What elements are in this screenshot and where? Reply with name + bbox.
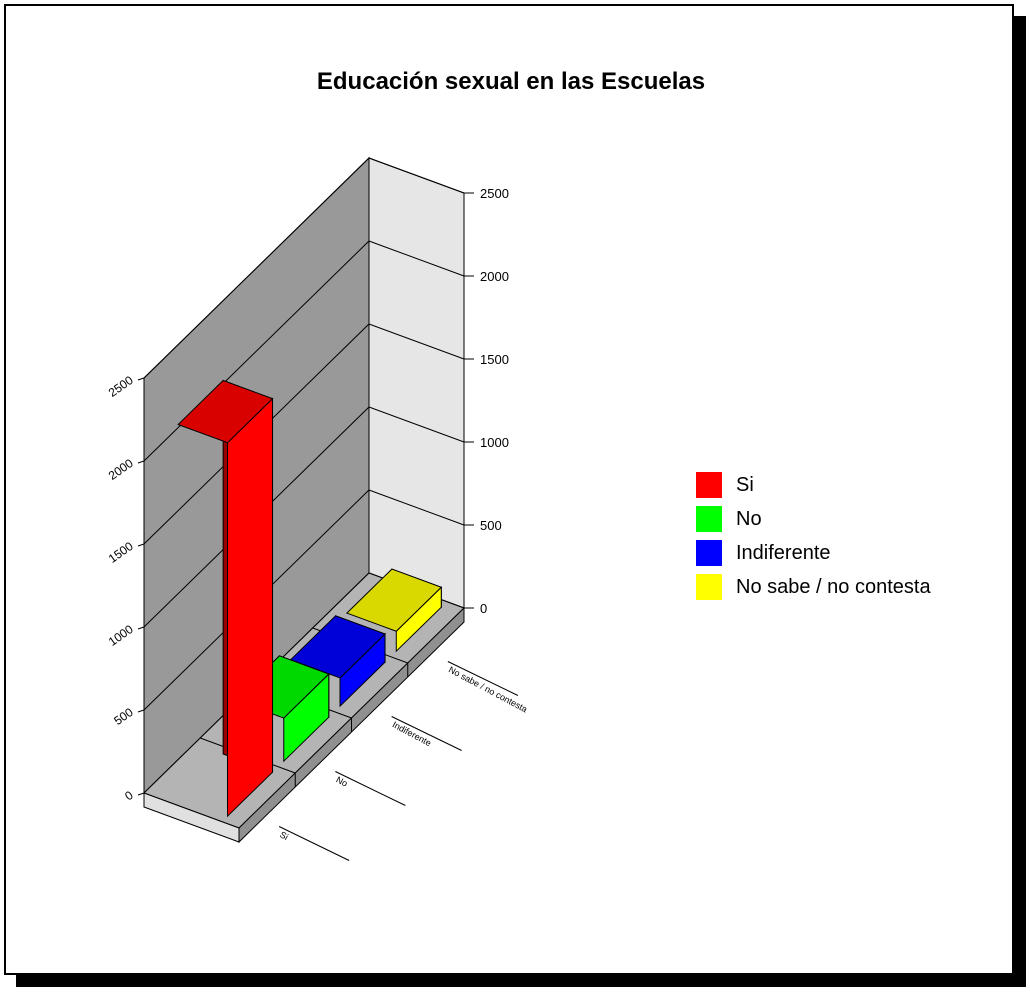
category-label: No (334, 774, 349, 788)
legend-swatch (696, 574, 722, 600)
y-tick-label: 2000 (480, 269, 509, 284)
y-tick-left (137, 460, 145, 464)
y-tick-label: 2500 (480, 186, 509, 201)
bar-front-0 (227, 397, 274, 818)
chart-frame: Educación sexual en las Escuelas 0 500 100… (4, 4, 1014, 975)
category-tick (447, 661, 519, 696)
chart-plot: 0 500 1000 1500 2000 2500 0 500 1000 1500 2000 2500… (106, 156, 529, 861)
category-label: Si (278, 829, 290, 842)
legend-swatch (696, 472, 722, 498)
y-tick-label-left: 2500 (106, 373, 136, 400)
bar-top-3 (345, 568, 443, 632)
category-tick (335, 771, 406, 806)
category-tick (278, 826, 350, 861)
chart-title: Educación sexual en las Escuelas (316, 68, 706, 95)
category-tick (391, 716, 462, 751)
legend-swatch (696, 506, 722, 532)
y-tick-label-left: 2000 (106, 456, 136, 483)
y-tick-label: 500 (480, 518, 502, 533)
y-tick-left (137, 543, 145, 547)
y-tick-left (137, 792, 145, 796)
y-tick-left (137, 377, 145, 381)
y-tick-label-left: 0 (122, 788, 136, 803)
gridline (143, 157, 465, 379)
legend-label: No (736, 507, 762, 530)
legend-label: Si (736, 473, 754, 496)
y-tick-label-left: 1000 (106, 622, 136, 649)
legend: Si No Indiferente No sabe / no contesta (696, 468, 931, 604)
y-tick-left (137, 626, 145, 630)
gridline (143, 323, 465, 545)
legend-item: No (696, 502, 931, 536)
y-tick-label-left: 500 (111, 705, 136, 728)
legend-item: No sabe / no contesta (696, 570, 931, 604)
side-wall (368, 157, 465, 609)
category-label: No sabe / no contesta (447, 664, 529, 714)
y-tick-label-left: 1500 (106, 539, 136, 566)
gridline (143, 406, 465, 628)
floor-left (143, 792, 240, 843)
legend-label: No sabe / no contesta (736, 575, 931, 598)
legend-swatch (696, 540, 722, 566)
gridline (143, 489, 465, 711)
legend-item: Indiferente (696, 536, 931, 570)
bar-top-0 (177, 379, 274, 444)
legend-item: Si (696, 468, 931, 502)
y-tick-label: 1000 (480, 435, 509, 450)
y-tick-left (137, 709, 145, 713)
y-tick-label: 1500 (480, 352, 509, 367)
legend-label: Indiferente (736, 541, 831, 564)
y-tick-label: 0 (480, 601, 487, 616)
